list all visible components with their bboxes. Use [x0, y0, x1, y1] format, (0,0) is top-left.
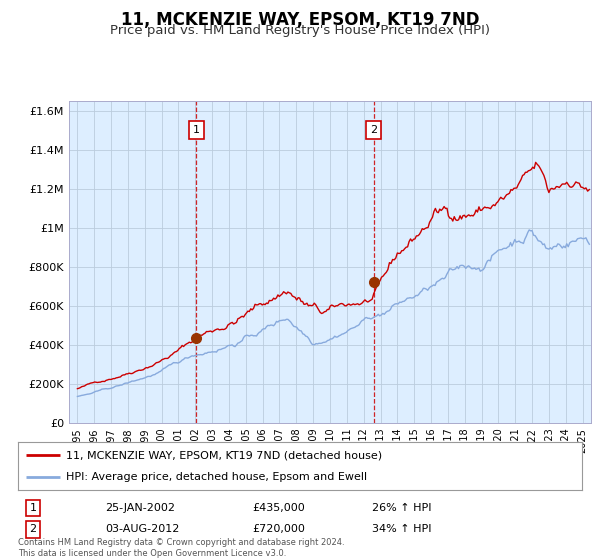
Text: 11, MCKENZIE WAY, EPSOM, KT19 7ND: 11, MCKENZIE WAY, EPSOM, KT19 7ND	[121, 11, 479, 29]
Text: 1: 1	[29, 503, 37, 513]
Text: 25-JAN-2002: 25-JAN-2002	[105, 503, 175, 513]
Text: 03-AUG-2012: 03-AUG-2012	[105, 524, 179, 534]
Text: £435,000: £435,000	[252, 503, 305, 513]
Text: Contains HM Land Registry data © Crown copyright and database right 2024.
This d: Contains HM Land Registry data © Crown c…	[18, 538, 344, 558]
Text: 2: 2	[29, 524, 37, 534]
Text: 1: 1	[193, 125, 200, 135]
Text: Price paid vs. HM Land Registry's House Price Index (HPI): Price paid vs. HM Land Registry's House …	[110, 24, 490, 37]
Text: 34% ↑ HPI: 34% ↑ HPI	[372, 524, 431, 534]
Text: 11, MCKENZIE WAY, EPSOM, KT19 7ND (detached house): 11, MCKENZIE WAY, EPSOM, KT19 7ND (detac…	[66, 450, 382, 460]
Text: 26% ↑ HPI: 26% ↑ HPI	[372, 503, 431, 513]
Text: 2: 2	[370, 125, 377, 135]
Text: £720,000: £720,000	[252, 524, 305, 534]
Text: HPI: Average price, detached house, Epsom and Ewell: HPI: Average price, detached house, Epso…	[66, 472, 367, 482]
